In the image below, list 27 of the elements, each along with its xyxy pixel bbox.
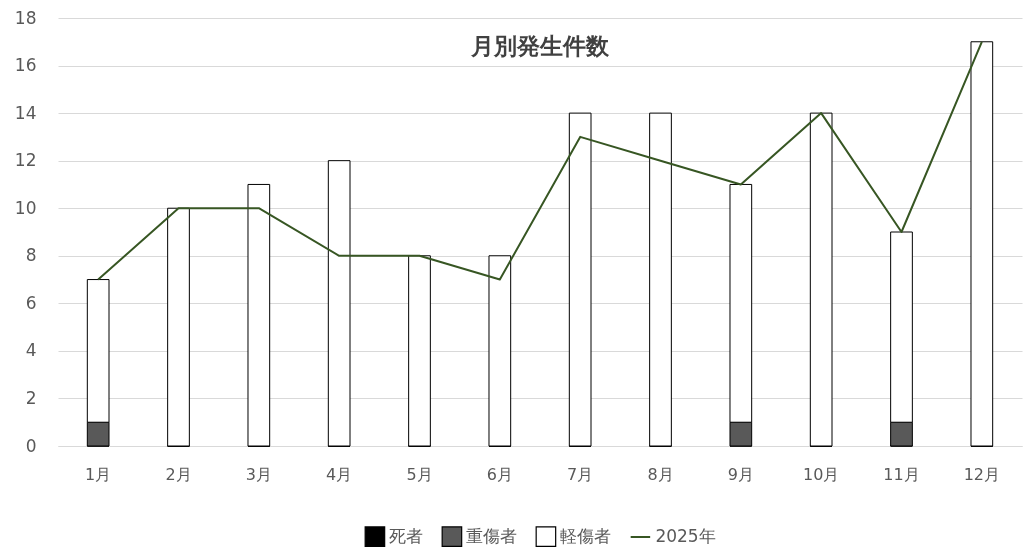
x-tick-label: 8月 bbox=[647, 464, 674, 484]
y-tick-label: 12 bbox=[14, 150, 37, 171]
legend-label: 軽傷者 bbox=[560, 525, 612, 546]
y-tick-label: 18 bbox=[14, 7, 37, 28]
x-tick-label: 10月 bbox=[802, 464, 840, 484]
legend-label: 重傷者 bbox=[466, 525, 518, 546]
y-tick-label: 6 bbox=[25, 292, 37, 313]
x-tick-label: 4月 bbox=[326, 464, 353, 484]
x-tick-label: 6月 bbox=[486, 464, 513, 484]
legend-label: 死者 bbox=[389, 525, 424, 546]
y-tick-label: 4 bbox=[25, 340, 37, 361]
x-tick-label: 5月 bbox=[406, 464, 433, 484]
x-tick-label: 2月 bbox=[165, 464, 192, 484]
x-tick-label: 7月 bbox=[567, 464, 594, 484]
x-tick-label: 9月 bbox=[727, 464, 754, 484]
y-tick-label: 8 bbox=[25, 245, 37, 266]
x-tick-label: 3月 bbox=[245, 464, 272, 484]
y-tick-label: 16 bbox=[14, 55, 37, 76]
x-tick-label: 1月 bbox=[85, 464, 112, 484]
x-tick-label: 12月 bbox=[963, 464, 1001, 484]
y-tick-label: 14 bbox=[14, 102, 37, 123]
legend-label: 2025年 bbox=[655, 526, 716, 546]
x-tick-label: 11月 bbox=[883, 464, 920, 484]
y-tick-label: 2 bbox=[25, 387, 37, 408]
text: 月別発生件数 bbox=[470, 33, 610, 59]
y-tick-label: 0 bbox=[25, 435, 37, 456]
y-tick-label: 10 bbox=[14, 197, 37, 218]
